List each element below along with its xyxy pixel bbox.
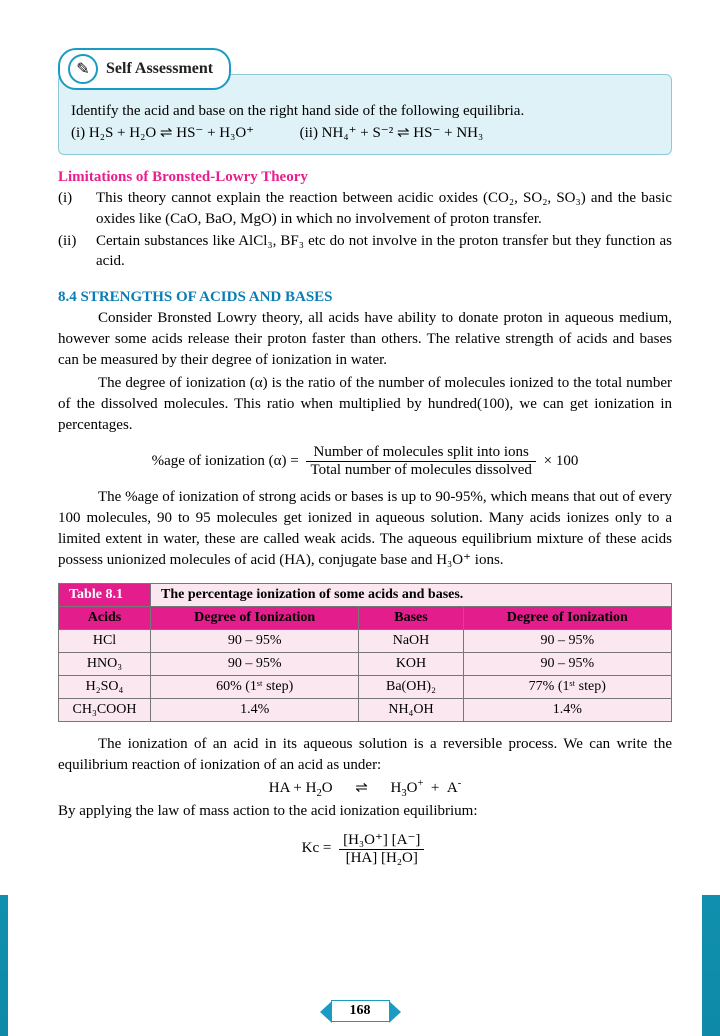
limitations-heading: Limitations of Bronsted-Lowry Theory bbox=[58, 169, 672, 186]
ionization-table: Table 8.1 The percentage ionization of s… bbox=[58, 583, 672, 722]
table-cell: Ba(OH)₂ bbox=[359, 676, 463, 699]
limitations-list: (i) This theory cannot explain the react… bbox=[58, 188, 672, 271]
th-degree1: Degree of Ionization bbox=[151, 607, 359, 630]
equilibrium-equation: HA + H2O⇌H3O+ + A- bbox=[58, 778, 672, 799]
page-number-wrap: 168 bbox=[0, 1000, 720, 1022]
kc-formula: Kc = [H₃O⁺] [A⁻] [HA] [H₂O] bbox=[58, 830, 672, 867]
kc-denominator: [HA] [H₂O] bbox=[339, 850, 424, 867]
formula-denominator: Total number of molecules dissolved bbox=[306, 462, 535, 479]
closing-p1: The ionization of an acid in its aqueous… bbox=[58, 734, 672, 776]
th-bases: Bases bbox=[359, 607, 463, 630]
table-row: H₂SO₄60% (1ˢᵗ step)Ba(OH)₂77% (1ˢᵗ step) bbox=[59, 676, 672, 699]
pencil-note-icon: ✎ bbox=[68, 54, 98, 84]
self-assessment-equations: (i) H₂S + H₂O ⇌ HS⁻ + H₃O⁺ (ii) NH₄⁺ + S… bbox=[71, 123, 659, 142]
self-assessment-title: Self Assessment bbox=[106, 60, 213, 78]
table-cell: 60% (1ˢᵗ step) bbox=[151, 676, 359, 699]
table-cell: 90 – 95% bbox=[151, 653, 359, 676]
eq-2: (ii) NH₄⁺ + S⁻² ⇌ HS⁻ + NH₃ bbox=[300, 125, 484, 141]
self-assessment-prompt: Identify the acid and base on the right … bbox=[71, 101, 659, 121]
formula-tail: × 100 bbox=[544, 453, 579, 469]
list-item: (i) This theory cannot explain the react… bbox=[58, 188, 672, 229]
table-cell: 1.4% bbox=[463, 699, 671, 722]
kc-lhs: Kc = bbox=[302, 840, 335, 856]
table-caption: The percentage ionization of some acids … bbox=[151, 584, 672, 607]
self-assessment-badge: ✎ Self Assessment bbox=[58, 48, 231, 90]
table-cell: HCl bbox=[59, 630, 151, 653]
list-text: Certain substances like AlCl₃, BF₃ etc d… bbox=[96, 231, 672, 272]
kc-numerator: [H₃O⁺] [A⁻] bbox=[339, 830, 424, 850]
section-heading: 8.4 STRENGTHS OF ACIDS AND BASES bbox=[58, 289, 672, 306]
table-cell: 1.4% bbox=[151, 699, 359, 722]
closing-p2: By applying the law of mass action to th… bbox=[58, 801, 672, 822]
section-p3: The %age of ionization of strong acids o… bbox=[58, 487, 672, 571]
table-row: HNO₃90 – 95%KOH90 – 95% bbox=[59, 653, 672, 676]
section-p1: Consider Bronsted Lowry theory, all acid… bbox=[58, 308, 672, 371]
table-row: HCl90 – 95%NaOH90 – 95% bbox=[59, 630, 672, 653]
page-number: 168 bbox=[331, 1000, 390, 1022]
table-label: Table 8.1 bbox=[59, 584, 151, 607]
table-cell: NH₄OH bbox=[359, 699, 463, 722]
table-row: CH₃COOH1.4%NH₄OH1.4% bbox=[59, 699, 672, 722]
table-cell: H₂SO₄ bbox=[59, 676, 151, 699]
table-cell: 90 – 95% bbox=[151, 630, 359, 653]
table-cell: NaOH bbox=[359, 630, 463, 653]
self-assessment-block: ✎ Self Assessment Identify the acid and … bbox=[58, 48, 672, 155]
eq-1: (i) H₂S + H₂O ⇌ HS⁻ + H₃O⁺ bbox=[71, 125, 254, 141]
list-num: (ii) bbox=[58, 231, 96, 272]
table-cell: CH₃COOH bbox=[59, 699, 151, 722]
table-cell: 90 – 95% bbox=[463, 653, 671, 676]
table-cell: 90 – 95% bbox=[463, 630, 671, 653]
kc-fraction: [H₃O⁺] [A⁻] [HA] [H₂O] bbox=[339, 830, 424, 867]
th-acids: Acids bbox=[59, 607, 151, 630]
th-degree2: Degree of Ionization bbox=[463, 607, 671, 630]
table-cell: KOH bbox=[359, 653, 463, 676]
ionization-formula: %age of ionization (α) = Number of molec… bbox=[58, 444, 672, 479]
list-text: This theory cannot explain the reaction … bbox=[96, 188, 672, 229]
list-num: (i) bbox=[58, 188, 96, 229]
formula-numerator: Number of molecules split into ions bbox=[306, 444, 535, 462]
table-cell: 77% (1ˢᵗ step) bbox=[463, 676, 671, 699]
formula-lhs: %age of ionization (α) = bbox=[152, 453, 303, 469]
list-item: (ii) Certain substances like AlCl₃, BF₃ … bbox=[58, 231, 672, 272]
section-p2: The degree of ionization (α) is the rati… bbox=[58, 373, 672, 436]
formula-fraction: Number of molecules split into ions Tota… bbox=[306, 444, 535, 479]
table-cell: HNO₃ bbox=[59, 653, 151, 676]
